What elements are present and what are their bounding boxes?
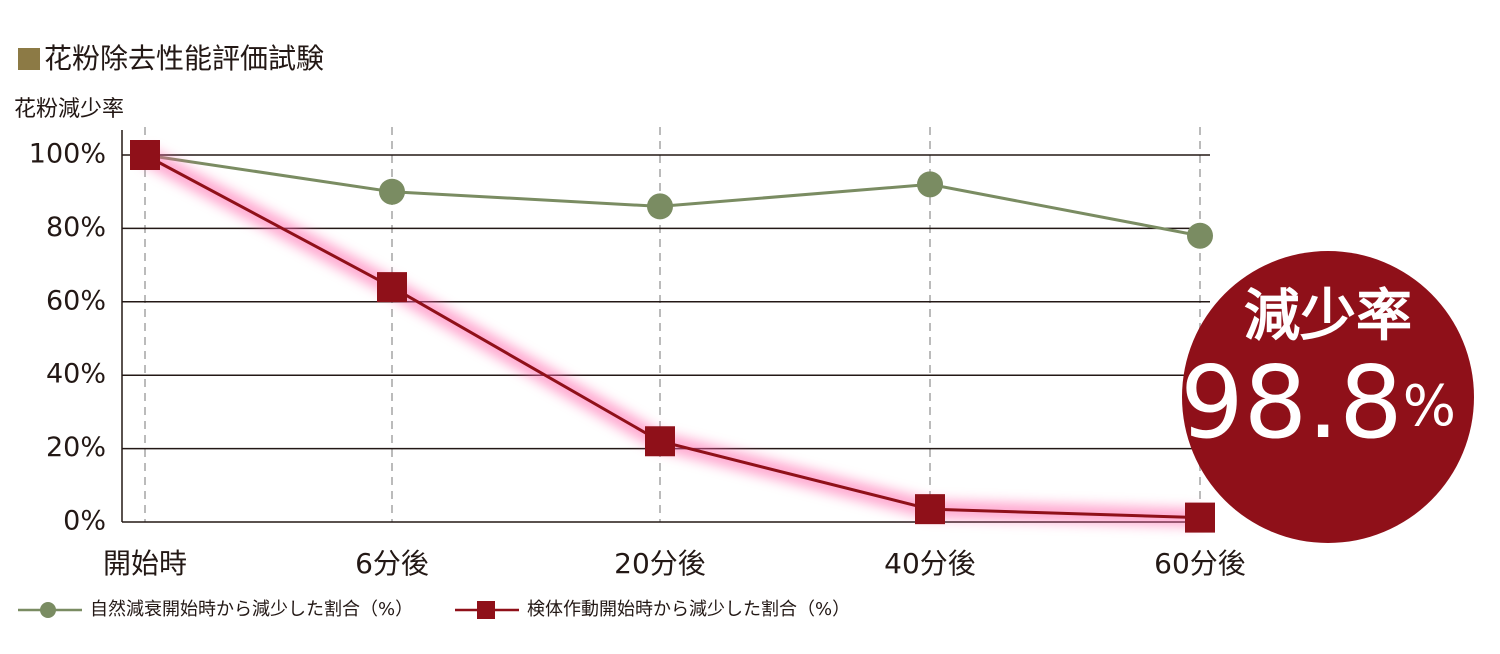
y-tick-label: 100% xyxy=(29,139,106,170)
data-point xyxy=(645,426,675,457)
data-point xyxy=(647,193,673,220)
legend-label: 検体作動開始時から減少した割合（%） xyxy=(527,599,850,620)
y-axis-label: 花粉減少率 xyxy=(14,97,124,122)
chart-title: 花粉除去性能評価試験 xyxy=(44,42,324,75)
x-tick-label: 6分後 xyxy=(355,547,429,580)
data-point xyxy=(917,171,943,198)
x-tick-label: 40分後 xyxy=(884,547,976,580)
y-tick-label: 0% xyxy=(63,506,106,537)
annotation-text: 減少率 xyxy=(1244,284,1412,349)
annotation-suffix: % xyxy=(1403,374,1456,439)
title-marker xyxy=(18,48,40,70)
legend-marker xyxy=(477,601,495,619)
legend-label: 自然減衰開始時から減少した割合（%） xyxy=(90,599,413,620)
x-tick-label: 20分後 xyxy=(614,547,706,580)
annotation-badge xyxy=(1182,251,1474,543)
y-tick-label: 40% xyxy=(46,359,106,390)
y-tick-label: 80% xyxy=(46,212,106,243)
data-point xyxy=(377,272,407,303)
annotation-value: 98.8% xyxy=(1180,344,1456,461)
x-tick-label: 開始時 xyxy=(103,547,187,580)
data-point xyxy=(1185,502,1215,533)
x-tick-label: 60分後 xyxy=(1154,547,1246,580)
series-line xyxy=(144,153,1201,238)
y-tick-label: 20% xyxy=(46,432,106,463)
data-point xyxy=(130,140,160,170)
legend-marker xyxy=(40,602,56,618)
data-point xyxy=(915,494,945,525)
y-tick-label: 60% xyxy=(46,285,106,316)
data-point xyxy=(379,178,405,205)
data-point xyxy=(1187,222,1213,249)
annotation-number: 98.8 xyxy=(1180,344,1403,461)
